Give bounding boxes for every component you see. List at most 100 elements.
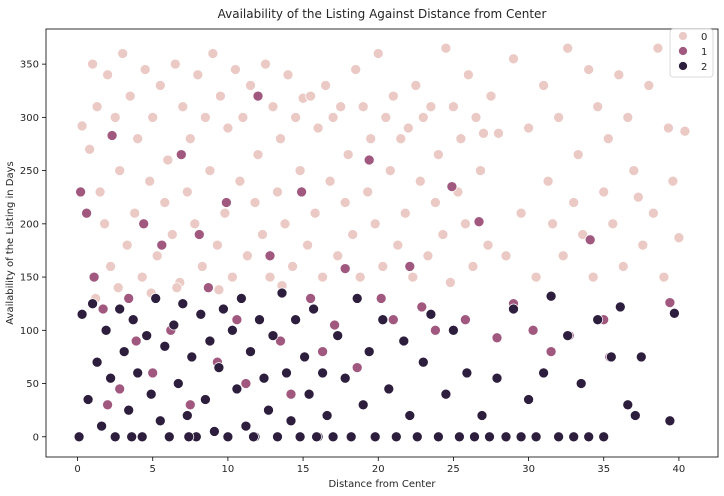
data-point-series-0: [312, 122, 324, 134]
y-tick-label: 0: [33, 432, 39, 443]
data-point-series-1: [363, 154, 375, 166]
data-point-series-0: [399, 207, 411, 219]
data-point-series-2: [311, 431, 322, 443]
data-point-series-0: [121, 239, 133, 251]
data-point-series-2: [141, 330, 153, 341]
data-point-series-0: [463, 69, 474, 81]
data-point-series-0: [392, 239, 404, 251]
data-point-series-1: [275, 335, 286, 347]
data-point-series-0: [252, 149, 264, 160]
data-point-series-0: [87, 58, 98, 70]
data-point-series-2: [635, 351, 647, 363]
plot-frame: [45, 28, 719, 458]
data-point-series-0: [184, 133, 196, 145]
data-point-series-0: [557, 250, 569, 262]
data-point-series-0: [365, 133, 377, 145]
data-point-series-2: [308, 303, 319, 315]
y-tick-label: 350: [20, 60, 39, 71]
data-point-series-1: [446, 181, 458, 192]
data-point-series-0: [189, 218, 201, 230]
data-point-series-2: [404, 410, 416, 421]
data-point-series-2: [417, 356, 429, 368]
data-point-series-0: [327, 112, 339, 123]
legend-marker-0: [678, 31, 688, 41]
data-point-series-2: [629, 410, 641, 421]
data-point-series-0: [76, 120, 88, 132]
data-point-series-1: [404, 261, 416, 272]
data-point-series-2: [568, 431, 580, 443]
data-point-series-0: [485, 90, 497, 102]
y-axis-ticks: 0 50 100 150 200 250 300 350: [20, 60, 46, 443]
data-point-series-2: [664, 415, 676, 427]
data-point-series-2: [327, 431, 339, 443]
data-point-series-0: [171, 282, 183, 294]
data-point-series-1: [305, 293, 316, 304]
data-point-series-0: [207, 48, 219, 59]
data-point-series-2: [154, 415, 166, 427]
data-point-series-0: [249, 197, 261, 208]
data-point-series-2: [183, 431, 195, 443]
data-point-series-2: [236, 293, 247, 304]
data-point-series-0: [245, 80, 256, 91]
data-point-series-2: [377, 314, 389, 326]
x-tick-label: 35: [597, 464, 610, 475]
data-point-series-0: [470, 112, 482, 123]
data-point-series-0: [448, 101, 459, 113]
data-point-series-1: [221, 197, 232, 208]
data-point-series-0: [267, 101, 279, 113]
data-point-series-0: [94, 186, 106, 198]
data-point-series-0: [222, 122, 234, 134]
data-point-series-0: [117, 48, 129, 59]
data-point-series-2: [433, 431, 444, 443]
data-point-series-2: [290, 314, 301, 326]
data-point-series-2: [598, 431, 610, 443]
x-tick-label: 15: [297, 464, 310, 475]
data-point-series-0: [124, 90, 136, 102]
data-point-series-1: [584, 234, 596, 246]
data-point-series-2: [263, 404, 274, 416]
data-point-series-0: [663, 122, 674, 134]
data-point-series-2: [272, 431, 283, 443]
data-point-series-0: [192, 69, 204, 81]
data-point-series-1: [88, 271, 100, 283]
data-point-series-1: [285, 388, 297, 400]
data-point-series-2: [491, 372, 503, 384]
y-tick-label: 200: [20, 219, 39, 230]
data-point-series-1: [460, 314, 471, 326]
data-point-series-2: [605, 351, 617, 363]
data-point-series-0: [437, 229, 449, 240]
data-point-series-0: [475, 165, 486, 176]
data-point-series-2: [369, 431, 381, 443]
data-point-series-1: [203, 282, 214, 294]
data-point-series-0: [667, 175, 679, 187]
data-point-series-0: [369, 218, 381, 230]
data-point-series-0: [332, 250, 344, 262]
data-point-series-0: [112, 282, 124, 294]
data-point-series-0: [407, 271, 419, 283]
data-point-series-0: [99, 218, 110, 230]
data-point-series-2: [545, 290, 557, 302]
data-point-series-2: [105, 372, 116, 384]
x-tick-label: 25: [447, 464, 460, 475]
legend-marker-2: [678, 61, 688, 71]
data-point-series-0: [309, 207, 321, 219]
data-point-series-1: [473, 216, 485, 228]
data-point-series-2: [150, 293, 162, 304]
data-point-series-0: [637, 239, 649, 251]
data-point-series-2: [76, 308, 88, 320]
data-point-series-0: [425, 101, 437, 113]
data-point-series-0: [530, 271, 542, 283]
legend: 0 1 2: [669, 28, 714, 78]
data-point-series-0: [290, 112, 301, 123]
data-point-series-1: [416, 301, 428, 313]
data-point-series-0: [335, 101, 347, 113]
data-point-series-2: [285, 415, 297, 427]
data-point-series-1: [184, 399, 196, 411]
data-point-series-2: [448, 324, 459, 336]
data-point-series-0: [204, 165, 216, 176]
data-point-series-2: [530, 431, 542, 443]
data-point-series-0: [538, 80, 549, 91]
data-point-series-2: [345, 431, 357, 443]
data-point-series-0: [279, 218, 291, 230]
data-point-series-2: [168, 319, 180, 331]
